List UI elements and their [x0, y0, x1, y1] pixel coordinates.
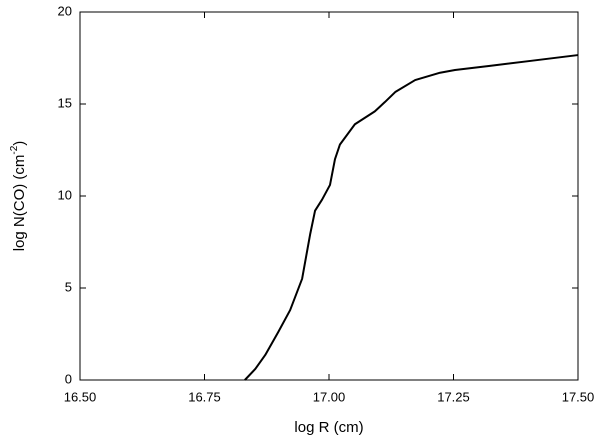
x-axis-title: log R (cm): [294, 419, 363, 436]
y-axis-title-text: log N(CO) (cm: [11, 155, 28, 252]
y-tick-label: 10: [58, 187, 72, 202]
x-tick-label: 16.50: [64, 389, 97, 404]
y-tick-label: 20: [58, 3, 72, 18]
y-axis-title-end: ): [11, 141, 28, 146]
data-line: [244, 54, 579, 381]
plot-frame: [79, 11, 579, 381]
y-tick-label: 0: [65, 371, 72, 386]
y-tick-label: 15: [58, 95, 72, 110]
y-tick-label: 5: [65, 279, 72, 294]
y-axis-title-exponent: -2: [9, 145, 20, 154]
x-tick-label: 17.00: [313, 389, 346, 404]
x-tick-label: 17.25: [437, 389, 470, 404]
y-axis-title: log N(CO) (cm-2): [9, 141, 28, 252]
x-tick-label: 17.50: [562, 389, 595, 404]
x-tick-label: 16.75: [188, 389, 221, 404]
